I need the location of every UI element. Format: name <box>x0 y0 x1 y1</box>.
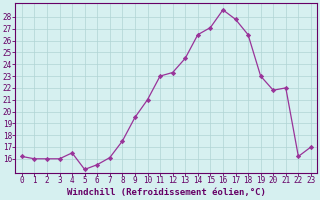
X-axis label: Windchill (Refroidissement éolien,°C): Windchill (Refroidissement éolien,°C) <box>67 188 266 197</box>
